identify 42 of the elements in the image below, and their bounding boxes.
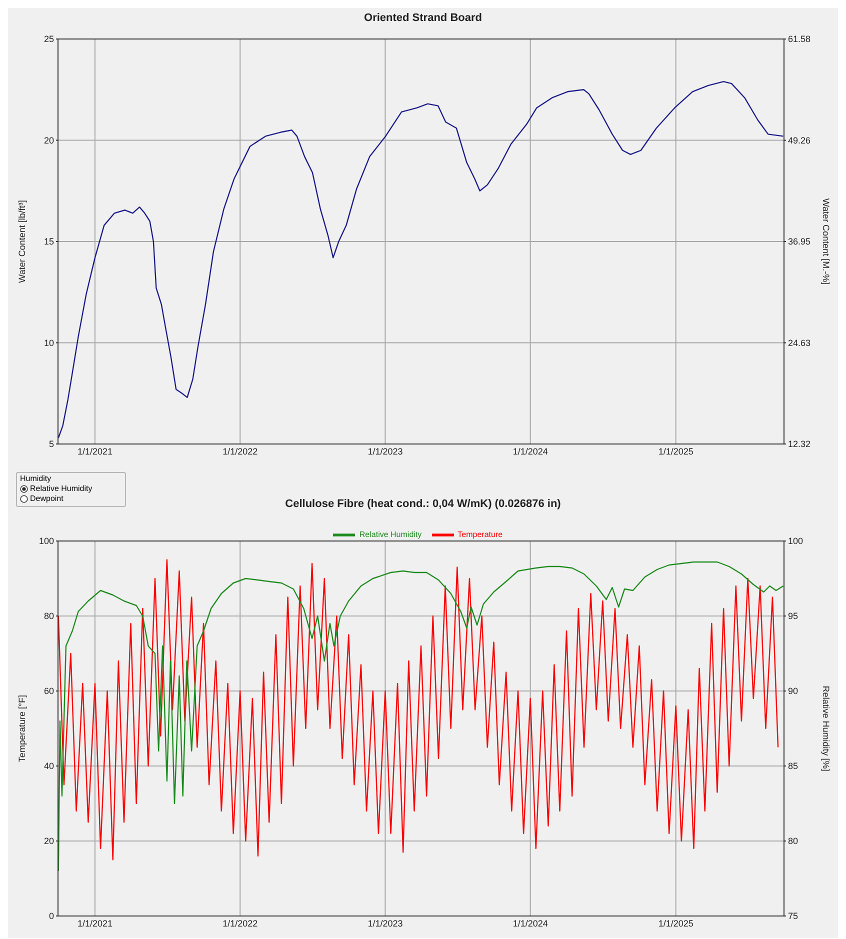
y-tick-label: 80 xyxy=(44,611,54,622)
y-tick-label: 20 xyxy=(44,135,54,146)
legend-label: Temperature xyxy=(458,530,503,540)
y2-tick-label: 100 xyxy=(788,536,804,546)
y2-axis-title: Water Content [M.-%] xyxy=(820,198,831,285)
x-tick-label: 1/1/2024 xyxy=(512,446,548,456)
x-tick-label: 1/1/2023 xyxy=(368,918,403,928)
chart-title: Cellulose Fibre (heat cond.: 0,04 W/mK) (0.026876 in) xyxy=(285,498,561,510)
y-tick-label: 0 xyxy=(48,911,54,922)
x-tick-label: 1/1/2021 xyxy=(77,918,112,928)
x-tick-label: 1/1/2022 xyxy=(222,918,258,928)
x-tick-label: 1/1/2022 xyxy=(222,446,258,456)
y2-tick-label: 36.95 xyxy=(788,236,811,247)
y-tick-label: 20 xyxy=(44,836,54,846)
y2-tick-label: 80 xyxy=(788,836,798,846)
y2-tick-label: 75 xyxy=(788,911,798,922)
y-tick-label: 60 xyxy=(44,686,54,696)
y-axis-title: Water Content [lb/ft³] xyxy=(17,200,28,283)
y-tick-label: 40 xyxy=(44,761,54,772)
y-tick-label: 10 xyxy=(44,338,54,348)
x-tick-label: 1/1/2024 xyxy=(512,918,548,928)
y-tick-label: 5 xyxy=(48,439,54,450)
chart-title: Oriented Strand Board xyxy=(363,12,483,24)
y2-axis-title: Relative Humidity [%] xyxy=(820,686,831,772)
y2-tick-label: 95 xyxy=(788,611,798,622)
x-tick-label: 1/1/2023 xyxy=(368,446,403,456)
y-axis-title: Temperature [°F] xyxy=(17,694,28,762)
y2-tick-label: 12.32 xyxy=(788,439,811,450)
y2-tick-label: 85 xyxy=(788,761,798,772)
y-tick-label: 100 xyxy=(38,536,54,546)
radio-group: Humidity Relative Humidity Dewpoint xyxy=(16,472,126,507)
y2-tick-label: 49.26 xyxy=(788,135,811,146)
x-tick-label: 1/1/2025 xyxy=(658,918,694,928)
y2-tick-label: 24.63 xyxy=(788,338,811,348)
line-series xyxy=(58,80,784,439)
y2-tick-label: 61.58 xyxy=(788,34,811,44)
y-tick-label: 25 xyxy=(44,34,54,44)
y2-tick-label: 90 xyxy=(788,686,798,696)
x-tick-label: 1/1/2021 xyxy=(77,446,112,456)
legend-label: Relative Humidity xyxy=(359,530,422,540)
x-tick-label: 1/1/2025 xyxy=(658,446,694,456)
y-tick-label: 15 xyxy=(44,236,54,247)
